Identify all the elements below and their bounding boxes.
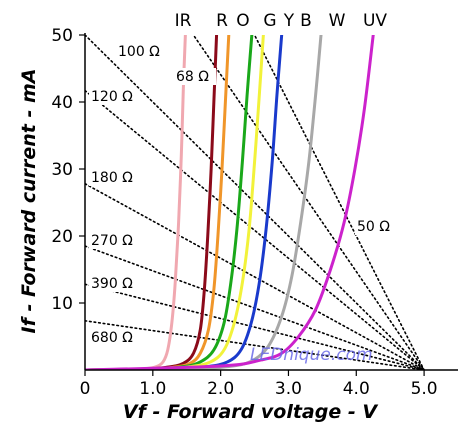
watermark: LEDnique.com: [250, 345, 373, 365]
y-axis-title: If - Forward current - mA: [18, 69, 40, 334]
curve-label-g: G: [263, 11, 276, 31]
y-tick-label: 40: [51, 93, 73, 113]
labels: IR R O G Y B W UV 100 Ω 68 Ω 120 Ω 180 Ω 270 Ω 390 Ω 6…: [89, 11, 397, 346]
led-curves: [85, 35, 375, 370]
x-tick-label: 3.0: [275, 379, 302, 399]
load-line-label-0: 100 Ω: [118, 44, 160, 60]
curve-label-o: O: [236, 11, 249, 31]
load-line-label-bg: [89, 329, 131, 346]
load-line-5: [85, 283, 425, 370]
y-tick-label: 10: [51, 294, 73, 314]
curve-r: [85, 35, 219, 370]
curve-label-b: B: [300, 11, 312, 31]
y-tick-label: 30: [51, 160, 73, 180]
load-line-label-4: 270 Ω: [91, 233, 133, 249]
load-line-label-6: 680 Ω: [91, 330, 133, 346]
curve-w: [85, 35, 323, 370]
x-axis-title: Vf - Forward voltage - V: [123, 401, 378, 423]
load-line-7: [253, 35, 425, 370]
load-line-3: [85, 182, 425, 370]
load-line-label-bg: [89, 88, 131, 105]
x-tick-label: 2.0: [207, 379, 234, 399]
load-line-1: [192, 35, 425, 370]
load-line-label-bg: [174, 68, 216, 85]
x-tick-label: 4.0: [343, 379, 370, 399]
load-line-label-bg: [89, 275, 131, 292]
load-line-label-bg: [89, 169, 131, 186]
curve-y: [85, 35, 265, 370]
curve-label-uv: UV: [363, 11, 387, 31]
load-line-0: [85, 35, 425, 370]
curve-o: [85, 35, 231, 370]
load-line-label-5: 390 Ω: [91, 276, 133, 292]
load-line-label-bg: [116, 43, 158, 60]
x-tick-label: 1.0: [139, 379, 166, 399]
ticks: 0 1.0 2.0 3.0 4.0 5.0 10 20 30 40 50: [51, 26, 437, 399]
curve-uv: [85, 35, 375, 370]
x-tick-label: 5.0: [411, 379, 438, 399]
load-line-2: [85, 89, 425, 370]
y-tick-label: 50: [51, 26, 73, 46]
curve-label-w: W: [329, 11, 346, 31]
curve-label-ir: IR: [175, 11, 192, 31]
axes: [84, 33, 458, 371]
y-tick-label: 20: [51, 227, 73, 247]
curve-label-r: R: [216, 11, 228, 31]
load-line-label-7: 50 Ω: [357, 219, 390, 235]
load-line-label-bg: [89, 232, 131, 249]
load-line-6: [85, 319, 425, 370]
load-line-label-bg: [355, 218, 397, 235]
load-line-label-1: 68 Ω: [176, 69, 209, 85]
curve-label-y: Y: [283, 11, 295, 31]
load-line-label-3: 180 Ω: [91, 170, 133, 186]
x-tick-label: 0: [80, 379, 91, 399]
load-line-label-2: 120 Ω: [91, 89, 133, 105]
